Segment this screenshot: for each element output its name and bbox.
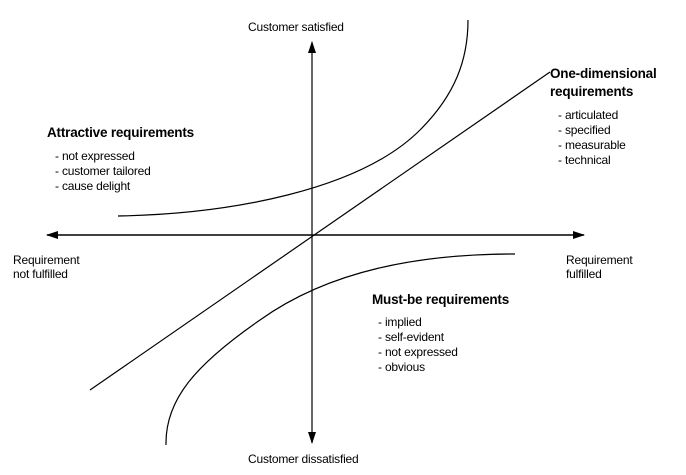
axis-label-line: Requirement bbox=[566, 253, 633, 267]
list-item: obvious bbox=[378, 360, 458, 375]
must-be-curve bbox=[165, 253, 516, 446]
title-line: One-dimensional bbox=[550, 66, 657, 81]
axis-label-dissatisfied: Customer dissatisfied bbox=[248, 452, 359, 466]
list-item: not expressed bbox=[378, 345, 458, 360]
list-item: cause delight bbox=[55, 179, 151, 194]
must-be-list: implied self-evident not expressed obvio… bbox=[378, 315, 458, 375]
attractive-curve bbox=[117, 19, 469, 217]
axis-label-line: Requirement bbox=[13, 253, 80, 267]
axis-label-not-fulfilled: Requirement not fulfilled bbox=[13, 253, 80, 281]
axis-label-line: fulfilled bbox=[566, 267, 602, 281]
axis-label-fulfilled: Requirement fulfilled bbox=[566, 253, 633, 281]
attractive-list: not expressed customer tailored cause de… bbox=[55, 149, 151, 194]
list-item: implied bbox=[378, 315, 458, 330]
attractive-title: Attractive requirements bbox=[47, 125, 194, 140]
list-item: technical bbox=[558, 153, 626, 168]
axis-label-line: not fulfilled bbox=[13, 267, 68, 281]
list-item: customer tailored bbox=[55, 164, 151, 179]
one-dimensional-line bbox=[89, 71, 551, 391]
axis-label-satisfied: Customer satisfied bbox=[248, 20, 344, 34]
one-dimensional-title: One-dimensional requirements bbox=[550, 65, 657, 101]
one-dimensional-list: articulated specified measurable technic… bbox=[558, 108, 626, 168]
list-item: not expressed bbox=[55, 149, 151, 164]
list-item: articulated bbox=[558, 108, 626, 123]
list-item: self-evident bbox=[378, 330, 458, 345]
list-item: specified bbox=[558, 123, 626, 138]
title-line: requirements bbox=[550, 84, 634, 99]
must-be-title: Must-be requirements bbox=[372, 292, 510, 307]
list-item: measurable bbox=[558, 138, 626, 153]
